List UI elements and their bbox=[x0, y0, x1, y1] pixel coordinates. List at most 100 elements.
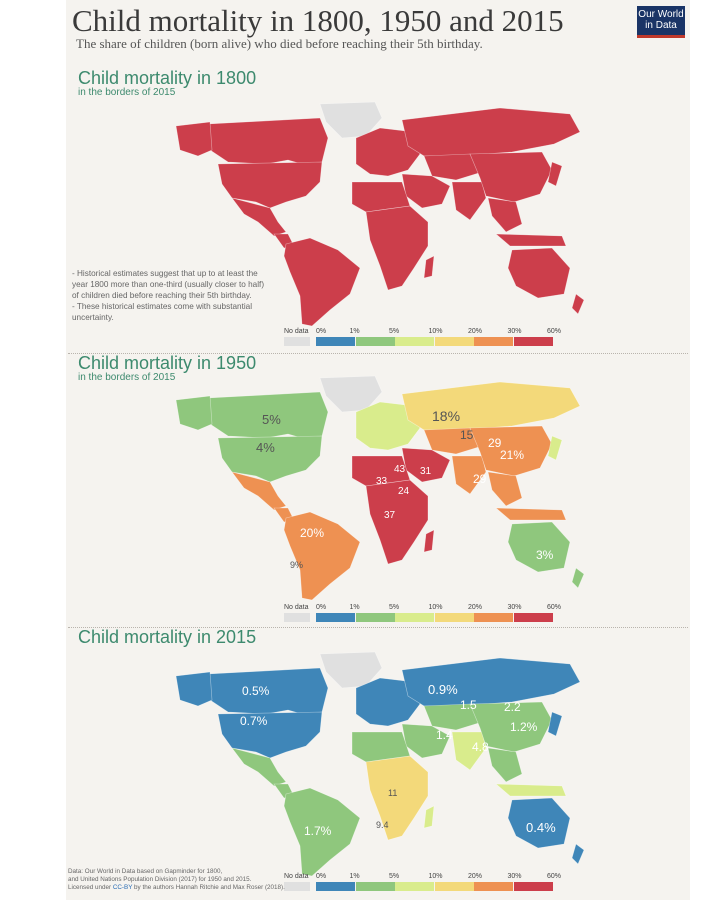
region-china[interactable] bbox=[469, 701, 553, 753]
region-seasia[interactable] bbox=[487, 197, 523, 233]
region-alaska[interactable] bbox=[175, 395, 213, 431]
legend-no-data-label: No data bbox=[284, 873, 309, 880]
region-indonesia[interactable] bbox=[495, 783, 567, 797]
map-value-label: 9.4 bbox=[376, 820, 389, 830]
region-canada[interactable] bbox=[207, 391, 329, 439]
legend-bin bbox=[316, 882, 355, 891]
map-2015-title: Child mortality in 2015 bbox=[78, 627, 257, 647]
map-value-label: 0.9% bbox=[428, 682, 458, 697]
legend-bin bbox=[355, 882, 395, 891]
map-value-label: 9% bbox=[290, 560, 304, 570]
region-indonesia[interactable] bbox=[495, 507, 567, 521]
legend-bin bbox=[316, 613, 355, 622]
region-southasia[interactable] bbox=[451, 455, 487, 495]
map-value-label: 3% bbox=[536, 548, 554, 562]
region-russia[interactable] bbox=[401, 657, 581, 707]
map-value-label: 31 bbox=[420, 466, 432, 477]
map-value-label: 0.4% bbox=[526, 820, 556, 835]
region-canada[interactable] bbox=[207, 667, 329, 715]
legend-tick-label: 10% bbox=[428, 328, 443, 335]
region-usa[interactable] bbox=[217, 711, 323, 759]
region-australia[interactable] bbox=[507, 797, 571, 849]
region-japan[interactable] bbox=[547, 711, 563, 737]
region-china[interactable] bbox=[469, 425, 553, 477]
region-southasia[interactable] bbox=[451, 181, 487, 221]
license-link[interactable]: CC-BY bbox=[112, 884, 133, 891]
region-southam[interactable] bbox=[283, 237, 361, 327]
legend-tick-label: 30% bbox=[507, 604, 522, 611]
region-safrica[interactable] bbox=[365, 755, 429, 841]
legend-no-data-label: No data bbox=[284, 328, 309, 335]
region-australia[interactable] bbox=[507, 521, 571, 573]
region-centasia[interactable] bbox=[423, 427, 483, 455]
legend-tick-label: 1% bbox=[349, 604, 360, 611]
region-seasia[interactable] bbox=[487, 471, 523, 507]
legend-bin bbox=[513, 882, 553, 891]
map-value-label: 11 bbox=[388, 788, 398, 798]
logo-line-1: Our World bbox=[638, 9, 684, 20]
note-line-2: - These historical estimates come with s… bbox=[72, 302, 253, 322]
legend-tick-label: 60% bbox=[547, 873, 562, 880]
region-china[interactable] bbox=[469, 151, 553, 203]
legend-bin bbox=[395, 613, 434, 622]
legend-tick-label: 10% bbox=[428, 604, 443, 611]
map-1800-subtitle: in the borders of 2015 bbox=[78, 87, 176, 98]
footer-license-prefix: Licensed under bbox=[68, 884, 113, 891]
region-southam[interactable] bbox=[283, 787, 361, 877]
map-value-label: 15 bbox=[460, 428, 474, 442]
region-indonesia[interactable] bbox=[495, 233, 567, 247]
map-value-label: 29 bbox=[488, 436, 502, 450]
region-nz[interactable] bbox=[571, 293, 585, 315]
region-alaska[interactable] bbox=[175, 121, 213, 157]
region-usa[interactable] bbox=[217, 161, 323, 209]
region-southasia[interactable] bbox=[451, 731, 487, 771]
region-safrica[interactable] bbox=[365, 479, 429, 565]
region-nz[interactable] bbox=[571, 843, 585, 865]
map-value-label: 43 bbox=[394, 464, 406, 475]
region-europe[interactable] bbox=[355, 401, 421, 451]
map-value-label: 18% bbox=[432, 408, 461, 424]
region-japan[interactable] bbox=[547, 161, 563, 187]
section-divider bbox=[68, 353, 688, 354]
legend-tick-label: 20% bbox=[468, 604, 483, 611]
legend-bin bbox=[434, 613, 474, 622]
region-japan[interactable] bbox=[547, 435, 563, 461]
region-safrica[interactable] bbox=[365, 205, 429, 291]
legend-bin bbox=[395, 337, 434, 346]
owid-logo[interactable]: Our World in Data bbox=[637, 6, 685, 38]
legend-1800: No data 0% 1% 5% 10% 20% 30% 60% bbox=[284, 328, 561, 350]
legend-tick-label: 1% bbox=[349, 328, 360, 335]
region-europe[interactable] bbox=[355, 127, 421, 177]
region-madagascar[interactable] bbox=[423, 529, 435, 553]
section-divider bbox=[68, 627, 688, 628]
region-madagascar[interactable] bbox=[423, 805, 435, 829]
page-subtitle: The share of children (born alive) who d… bbox=[76, 36, 483, 51]
region-australia[interactable] bbox=[507, 247, 571, 299]
region-alaska[interactable] bbox=[175, 671, 213, 707]
historical-note: - Historical estimates suggest that up t… bbox=[72, 268, 272, 323]
map-value-label: 5% bbox=[262, 412, 281, 427]
legend-bin bbox=[395, 882, 434, 891]
legend-bin bbox=[355, 337, 395, 346]
world-map-1800 bbox=[175, 101, 585, 327]
legend-tick-label: 1% bbox=[349, 873, 360, 880]
region-madagascar[interactable] bbox=[423, 255, 435, 279]
legend-tick-label: 0% bbox=[316, 873, 327, 880]
map-value-label: 2.2 bbox=[504, 700, 521, 714]
legend-bin bbox=[474, 337, 513, 346]
region-russia[interactable] bbox=[401, 381, 581, 431]
map-value-label: 20% bbox=[300, 526, 325, 540]
map-value-label: 4.8 bbox=[472, 740, 489, 754]
region-nz[interactable] bbox=[571, 567, 585, 589]
region-europe[interactable] bbox=[355, 677, 421, 727]
region-centasia[interactable] bbox=[423, 153, 483, 181]
legend-tick-label: 30% bbox=[507, 328, 522, 335]
region-usa[interactable] bbox=[217, 435, 323, 483]
legend-no-data-swatch bbox=[284, 882, 310, 891]
region-canada[interactable] bbox=[207, 117, 329, 165]
region-seasia[interactable] bbox=[487, 747, 523, 783]
region-southam[interactable] bbox=[283, 511, 361, 601]
region-russia[interactable] bbox=[401, 107, 581, 157]
region-centasia[interactable] bbox=[423, 703, 483, 731]
map-1950-title: Child mortality in 1950 bbox=[78, 353, 257, 373]
